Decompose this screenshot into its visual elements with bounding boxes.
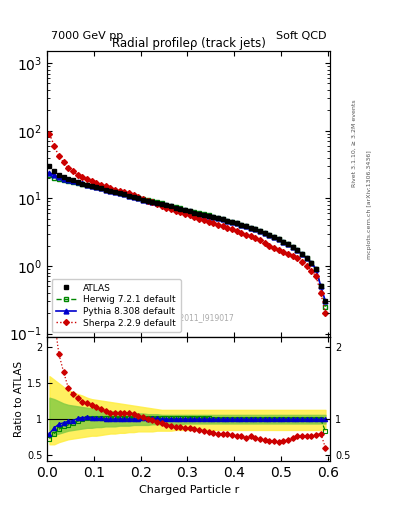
Pythia 8.308 default	[141, 197, 145, 203]
Sherpa 2.2.9 default	[117, 187, 122, 194]
Sherpa 2.2.9 default	[220, 223, 225, 229]
Pythia 8.308 default	[127, 193, 131, 199]
Line: Sherpa 2.2.9 default: Sherpa 2.2.9 default	[48, 132, 327, 315]
ATLAS	[141, 197, 145, 203]
Title: Radial profileρ (track jets): Radial profileρ (track jets)	[112, 37, 266, 50]
Pythia 8.308 default	[94, 184, 99, 190]
Pythia 8.308 default	[117, 190, 122, 196]
Text: mcplots.cern.ch [arXiv:1306.3436]: mcplots.cern.ch [arXiv:1306.3436]	[367, 151, 373, 259]
Legend: ATLAS, Herwig 7.2.1 default, Pythia 8.308 default, Sherpa 2.2.9 default: ATLAS, Herwig 7.2.1 default, Pythia 8.30…	[51, 279, 180, 332]
Text: Soft QCD: Soft QCD	[276, 31, 326, 41]
Sherpa 2.2.9 default	[94, 180, 99, 186]
Pythia 8.308 default	[220, 216, 225, 222]
Pythia 8.308 default	[47, 169, 52, 176]
Sherpa 2.2.9 default	[47, 131, 52, 137]
ATLAS	[94, 184, 99, 190]
Herwig 7.2.1 default	[117, 189, 122, 196]
Line: ATLAS: ATLAS	[47, 164, 328, 304]
Line: Pythia 8.308 default: Pythia 8.308 default	[47, 170, 328, 304]
Herwig 7.2.1 default	[94, 184, 99, 190]
Herwig 7.2.1 default	[136, 195, 141, 201]
Herwig 7.2.1 default	[220, 216, 225, 222]
Text: 7000 GeV pp: 7000 GeV pp	[51, 31, 123, 41]
Text: ATLAS_2011_I919017: ATLAS_2011_I919017	[153, 313, 235, 323]
Sherpa 2.2.9 default	[141, 196, 145, 202]
ATLAS	[127, 193, 131, 199]
X-axis label: Charged Particle r: Charged Particle r	[138, 485, 239, 495]
ATLAS	[47, 163, 52, 169]
Sherpa 2.2.9 default	[136, 194, 141, 200]
Y-axis label: Ratio to ATLAS: Ratio to ATLAS	[14, 360, 24, 437]
Line: Herwig 7.2.1 default: Herwig 7.2.1 default	[47, 173, 328, 309]
Herwig 7.2.1 default	[127, 192, 131, 198]
Pythia 8.308 default	[323, 298, 328, 305]
Herwig 7.2.1 default	[323, 304, 328, 310]
ATLAS	[323, 298, 328, 305]
Herwig 7.2.1 default	[47, 172, 52, 178]
ATLAS	[220, 216, 225, 222]
Herwig 7.2.1 default	[141, 196, 145, 202]
Sherpa 2.2.9 default	[323, 310, 328, 316]
Sherpa 2.2.9 default	[127, 190, 131, 196]
ATLAS	[136, 195, 141, 201]
Pythia 8.308 default	[136, 195, 141, 201]
Text: Rivet 3.1.10, ≥ 3.2M events: Rivet 3.1.10, ≥ 3.2M events	[352, 99, 357, 187]
ATLAS	[117, 190, 122, 196]
